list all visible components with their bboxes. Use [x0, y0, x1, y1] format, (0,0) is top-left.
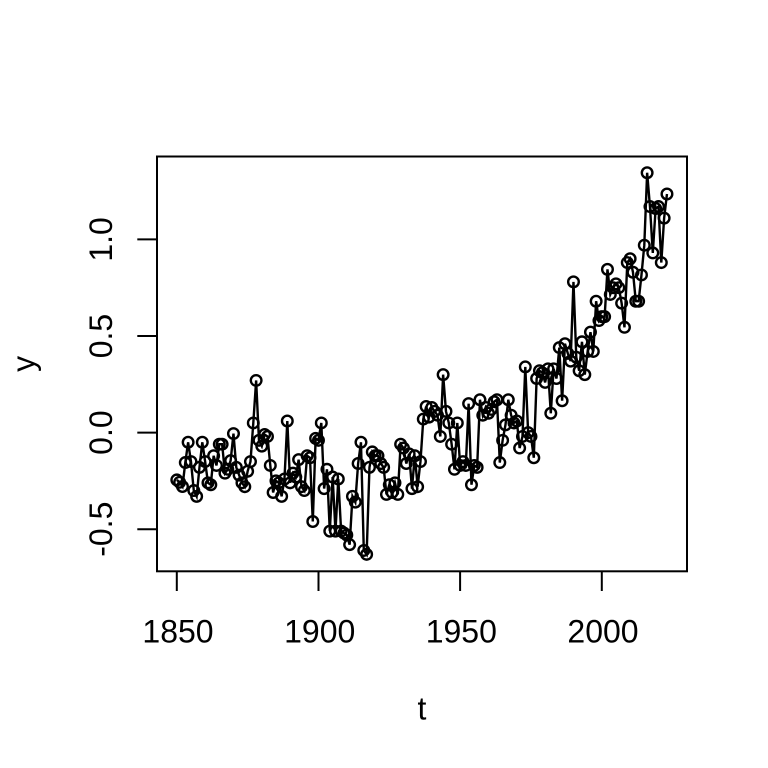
svg-text:1950: 1950 [426, 614, 497, 650]
svg-text:t: t [417, 690, 426, 726]
svg-text:1.0: 1.0 [83, 217, 119, 261]
svg-text:y: y [5, 356, 41, 372]
svg-text:0.5: 0.5 [83, 314, 119, 358]
svg-text:1900: 1900 [284, 614, 355, 650]
svg-text:1850: 1850 [142, 614, 213, 650]
svg-text:2000: 2000 [567, 614, 638, 650]
svg-text:0.0: 0.0 [83, 410, 119, 454]
svg-text:-0.5: -0.5 [83, 502, 119, 557]
